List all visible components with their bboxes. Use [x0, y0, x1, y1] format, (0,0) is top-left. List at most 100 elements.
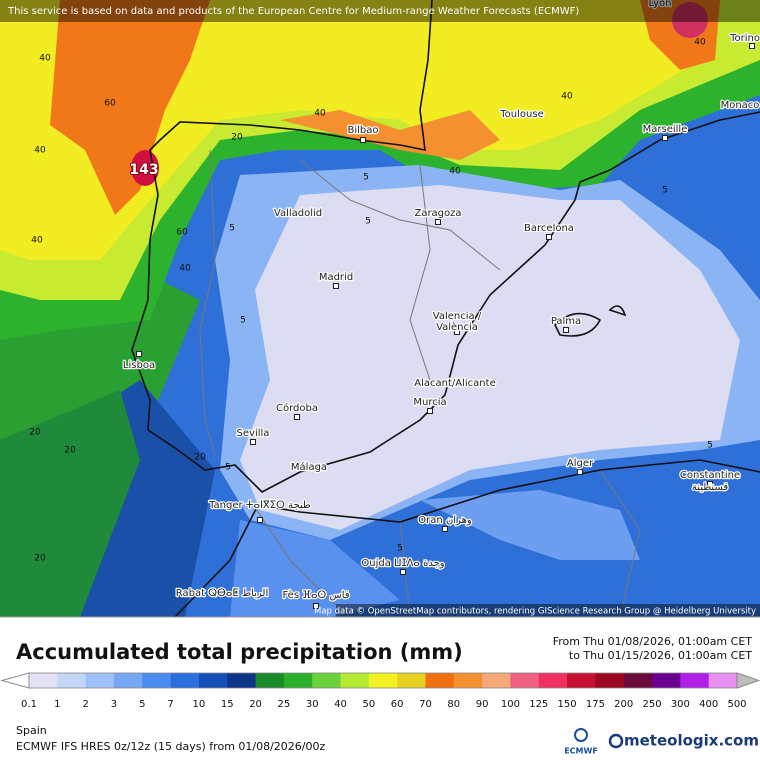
contour-label: 5 [363, 173, 369, 183]
legend-swatch [397, 673, 426, 688]
legend-label: 5 [139, 699, 145, 710]
legend-label: 250 [642, 699, 661, 710]
city-label: Lyon [648, 0, 671, 9]
contour-label: 40 [314, 109, 326, 119]
legend-swatch [652, 673, 681, 688]
legend-label: 70 [419, 699, 432, 710]
city-marker [577, 469, 583, 475]
legend-label: 40 [334, 699, 347, 710]
legend: 0.1 1 2 3 5 7 10 15 20 25 30 40 50 60 70 80 90 100 125 150 1… [0, 672, 760, 710]
city-marker [427, 408, 433, 414]
legend-label: 50 [362, 699, 375, 710]
notice-background [0, 0, 760, 22]
period-to: to Thu 01/15/2026, 01:00am CET [569, 649, 752, 662]
legend-swatch [283, 673, 313, 688]
city-marker [707, 481, 713, 487]
legend-label: 300 [671, 699, 690, 710]
legend-label: 10 [193, 699, 206, 710]
city-marker [250, 439, 256, 445]
region: Spain [16, 724, 47, 737]
notice: This service is based on data and produc… [7, 6, 579, 17]
legend-swatch [198, 673, 228, 688]
city-label: Monaco [721, 100, 760, 111]
city-marker [454, 329, 460, 335]
city-marker [257, 517, 263, 523]
city-marker [136, 351, 142, 357]
legend-swatch [680, 673, 710, 688]
contour-label: 40 [31, 236, 43, 246]
contour-labels: 40 60 40 40 40 20 40 40 40 5 5 5 5 60 40 20 20 20 5 5 5 5 20 14… [29, 38, 713, 564]
logo-icon [608, 733, 624, 749]
legend-swatch [453, 673, 483, 688]
legend-swatch [113, 673, 143, 688]
legend-swatch [567, 673, 596, 688]
legend-swatch [312, 673, 342, 688]
legend-label: 7 [167, 699, 173, 710]
legend-frame [28, 672, 738, 689]
legend-swatch [368, 673, 398, 688]
legend-swatch [255, 673, 285, 688]
contour-label: 20 [231, 133, 243, 143]
city-label: قسنطينة [692, 482, 729, 493]
precip-field [0, 390, 140, 617]
attribution-background [336, 604, 760, 617]
legend-swatch [538, 673, 568, 688]
legend-swatch [623, 673, 653, 688]
legend-label: 3 [111, 699, 117, 710]
legend-arrow-left [0, 672, 30, 689]
city-label: Málaga [291, 461, 327, 473]
legend-label: 30 [306, 699, 319, 710]
logo-icon [574, 728, 588, 742]
city-label: Madrid [319, 272, 353, 283]
legend-label: 200 [614, 699, 633, 710]
cities: Lyon Torino Monaco Toulouse Marseille Bilbao V… [122, 0, 760, 609]
legend-label: 60 [391, 699, 404, 710]
map: Lyon Torino Monaco Toulouse Marseille Bilbao V… [0, 0, 760, 618]
city-label: Oujda ⵡⵊⴷⴰ وجدة [361, 558, 444, 569]
city-label: Fès ⴼⴰⵙ فاس [282, 589, 349, 601]
city-label: Rabat ⵕⴱⴰⵟ الرباط [176, 588, 268, 599]
contour-label: 40 [39, 54, 51, 64]
legend-label: 150 [558, 699, 577, 710]
precip-field [280, 110, 500, 160]
city-label: Valencia / [433, 311, 482, 322]
logo-text: ECMWF [564, 747, 598, 756]
legend-swatch [510, 673, 540, 688]
city-marker [563, 327, 569, 333]
legend-swatch [29, 673, 58, 688]
legend-label: 90 [476, 699, 489, 710]
city-marker [333, 283, 339, 289]
city-label: Valladolid [274, 208, 322, 219]
precip-field [50, 0, 210, 215]
legend-swatch [85, 673, 115, 688]
legend-label: 500 [727, 699, 746, 710]
legend-label: 0.1 [21, 699, 37, 710]
contour-label: 5 [240, 316, 246, 326]
legend-arrow-right [736, 672, 760, 689]
city-marker [435, 219, 441, 225]
city-label: Toulouse [499, 109, 543, 120]
contour-label: 20 [64, 446, 76, 456]
contour-label: 5 [707, 441, 713, 451]
logo-text: meteologix.com [624, 732, 759, 750]
city-label: Torino [729, 33, 760, 44]
city-label: Barcelona [524, 223, 574, 234]
contour-label: 5 [229, 224, 235, 234]
legend-swatch [340, 673, 370, 688]
contour-label: 20 [34, 554, 46, 564]
city-label: Sevilla [237, 428, 270, 439]
attribution: Map data © OpenStreetMap contributors, r… [314, 607, 756, 617]
legend-label: 175 [586, 699, 605, 710]
city-label: Lisboa [123, 360, 155, 371]
city-marker [313, 603, 319, 609]
legend-swatch [170, 673, 200, 688]
precip-field [420, 490, 640, 560]
city-label: Oran وهران [418, 515, 472, 526]
contour-label: 20 [29, 428, 41, 438]
city-marker [400, 569, 406, 575]
city-label: Palma [551, 316, 581, 327]
city-marker [662, 135, 668, 141]
legend-label: 125 [529, 699, 548, 710]
legend-swatch [708, 673, 738, 688]
contour-label: 60 [176, 228, 188, 238]
